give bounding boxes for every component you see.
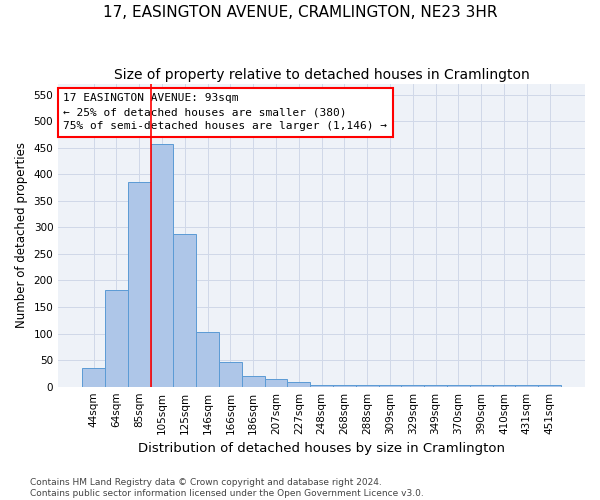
X-axis label: Distribution of detached houses by size in Cramlington: Distribution of detached houses by size …	[138, 442, 505, 455]
Bar	[538, 385, 561, 386]
Bar	[82, 368, 105, 386]
Text: 17, EASINGTON AVENUE, CRAMLINGTON, NE23 3HR: 17, EASINGTON AVENUE, CRAMLINGTON, NE23 …	[103, 5, 497, 20]
Bar	[265, 378, 287, 386]
Bar	[470, 385, 493, 386]
Bar	[379, 385, 401, 386]
Bar	[401, 385, 424, 386]
Text: 17 EASINGTON AVENUE: 93sqm
← 25% of detached houses are smaller (380)
75% of sem: 17 EASINGTON AVENUE: 93sqm ← 25% of deta…	[64, 93, 388, 131]
Bar	[424, 385, 447, 386]
Bar	[173, 234, 196, 386]
Bar	[242, 376, 265, 386]
Bar	[515, 385, 538, 386]
Bar	[333, 385, 356, 386]
Bar	[219, 362, 242, 386]
Bar	[447, 385, 470, 386]
Bar	[196, 332, 219, 386]
Bar	[128, 182, 151, 386]
Y-axis label: Number of detached properties: Number of detached properties	[15, 142, 28, 328]
Bar	[105, 290, 128, 386]
Bar	[493, 385, 515, 386]
Bar	[356, 385, 379, 386]
Text: Contains HM Land Registry data © Crown copyright and database right 2024.
Contai: Contains HM Land Registry data © Crown c…	[30, 478, 424, 498]
Bar	[151, 144, 173, 386]
Bar	[287, 382, 310, 386]
Bar	[310, 385, 333, 386]
Title: Size of property relative to detached houses in Cramlington: Size of property relative to detached ho…	[114, 68, 529, 82]
